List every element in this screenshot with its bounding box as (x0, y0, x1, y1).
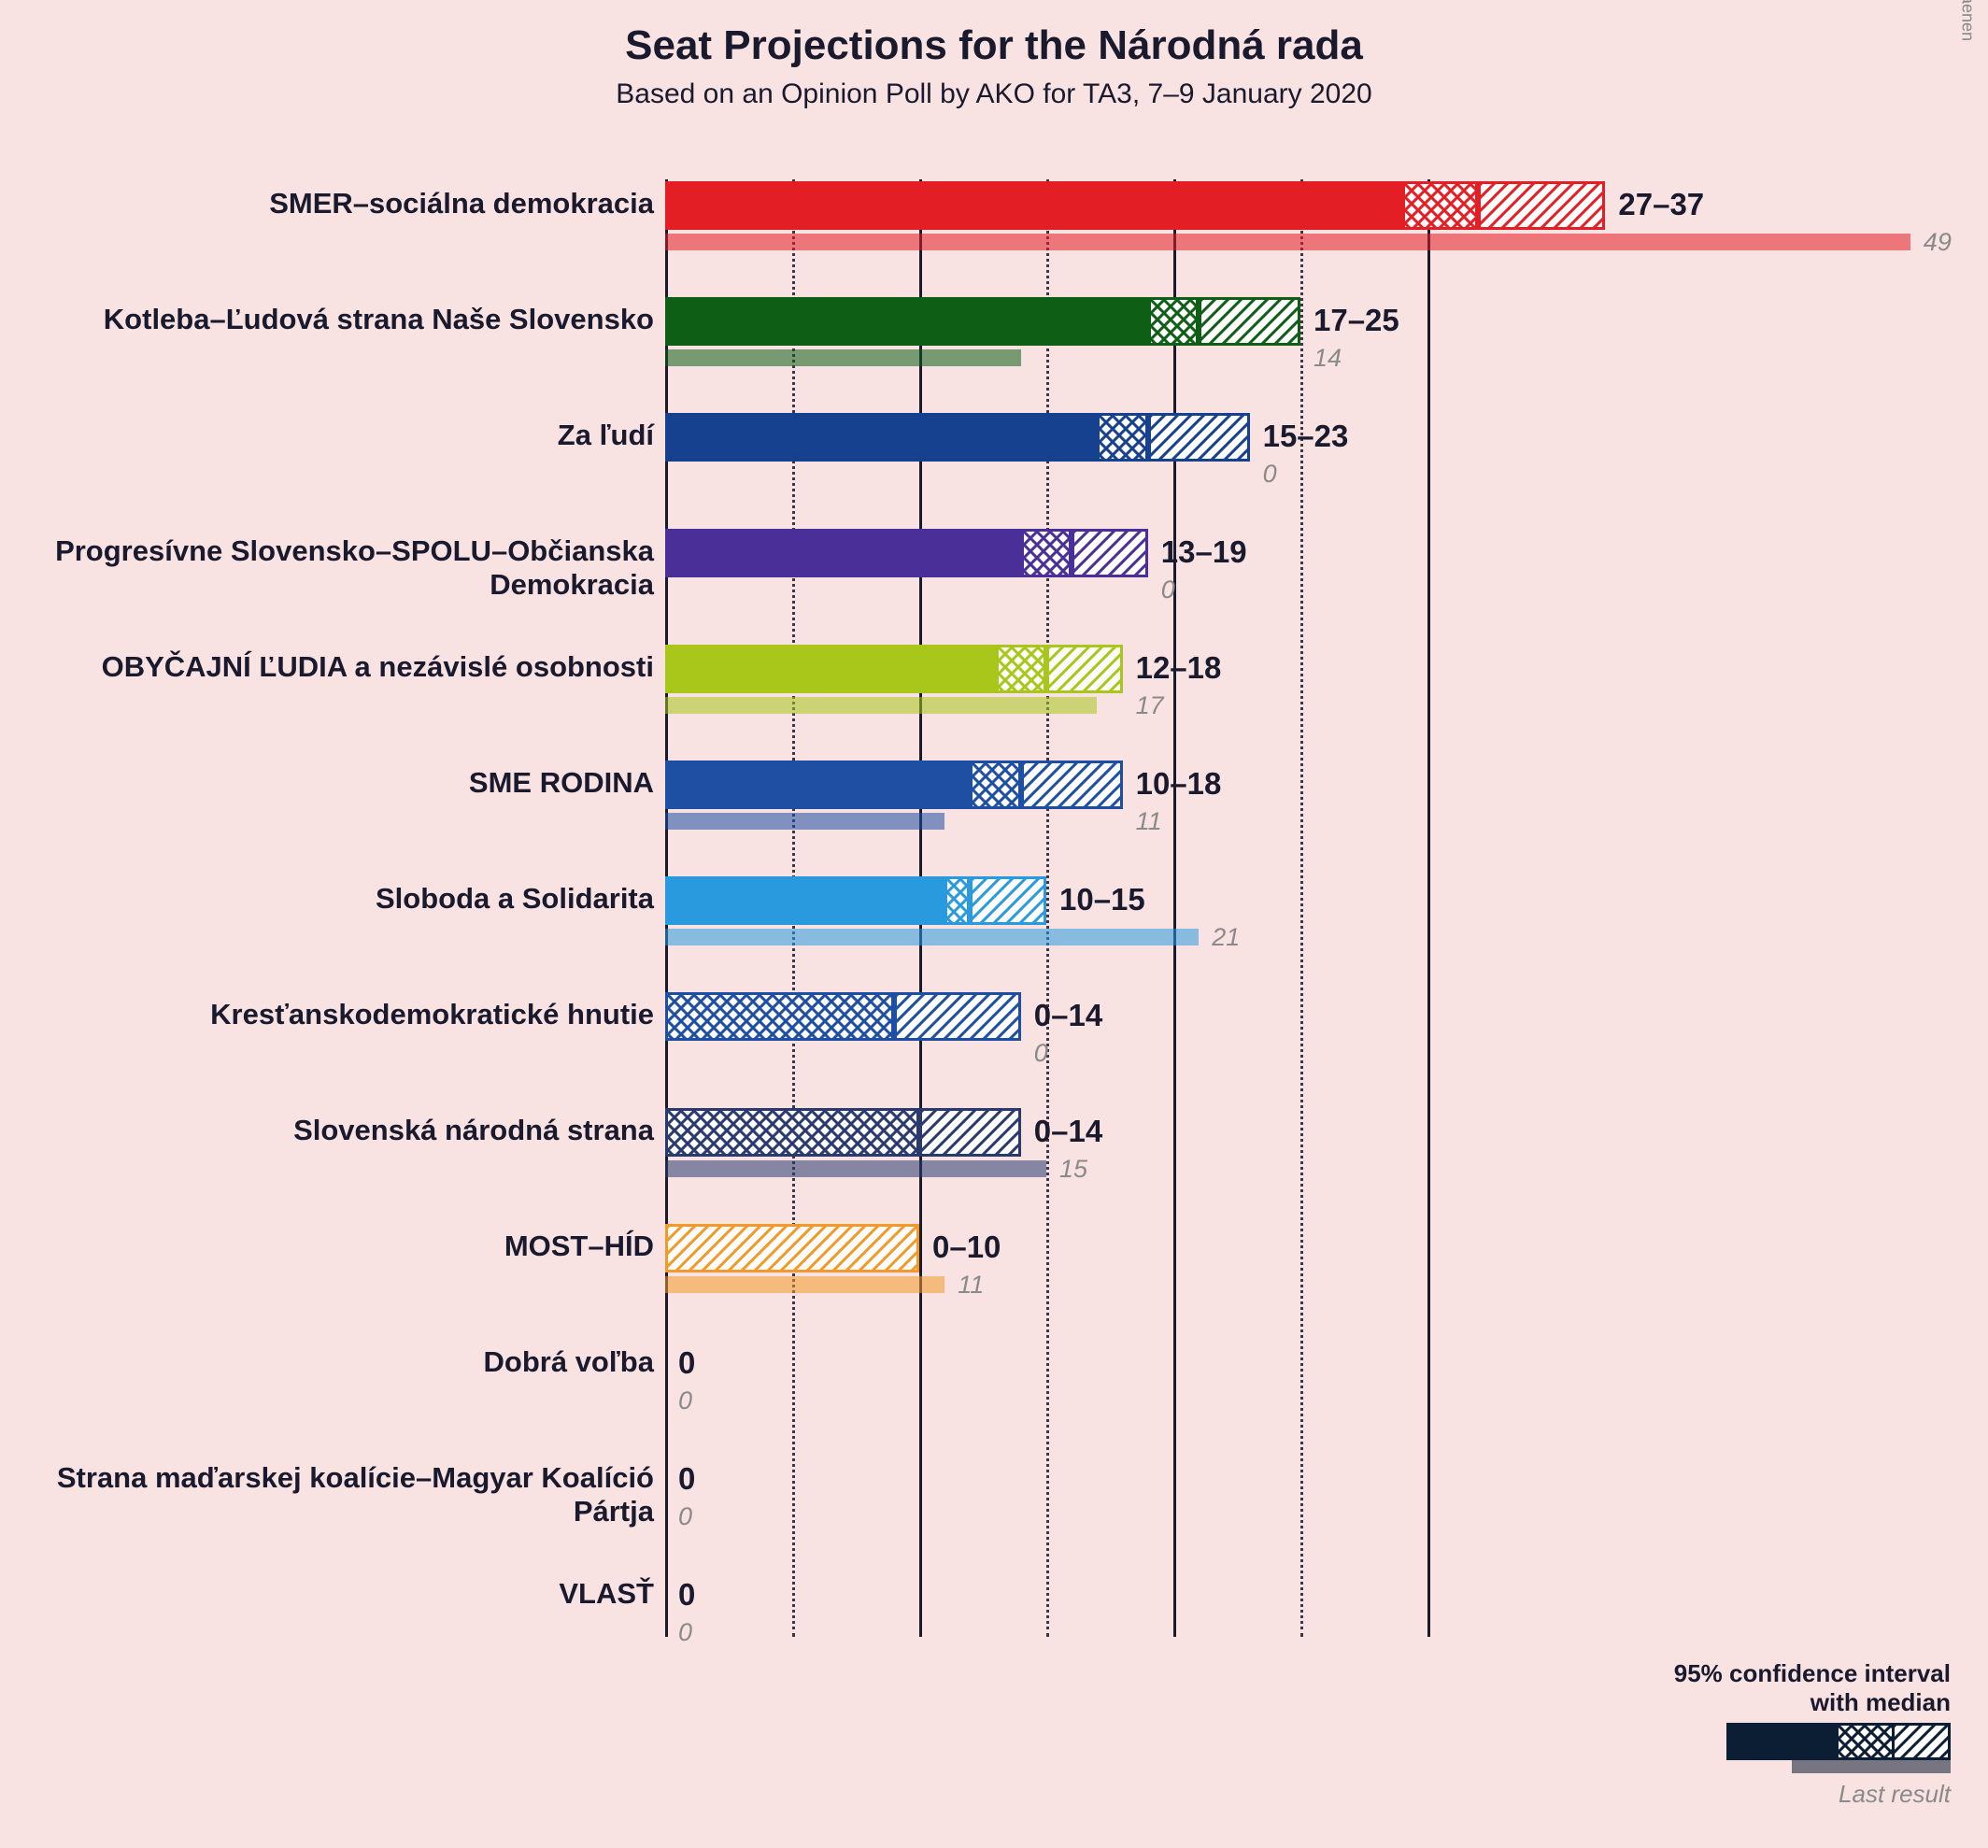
table-row: Za ľudí 15–23 0 (0, 400, 1988, 516)
last-result-label: 21 (1212, 923, 1240, 952)
bar-segment-solid (665, 529, 1021, 577)
range-label: 10–18 (1136, 766, 1222, 802)
last-result-bar (665, 234, 1910, 250)
party-label: Sloboda a Solidarita (0, 882, 654, 916)
seat-projection-chart: SMER–sociálna demokracia 27–37 49 Kotleba–Ľ… (0, 168, 1988, 1674)
range-label: 10–15 (1059, 882, 1145, 917)
last-result-label: 0 (1161, 576, 1175, 604)
last-result-label: 0 (678, 1502, 692, 1531)
last-result-label: 11 (1136, 807, 1162, 836)
bar-segment-cross (665, 1108, 919, 1157)
last-result-label: 17 (1136, 691, 1164, 720)
copyright-text: © 2020 Filip van Laenen (1957, 0, 1977, 41)
legend-last-bar (1792, 1760, 1951, 1773)
range-label: 0–10 (932, 1230, 1001, 1265)
bar-segment-cross (970, 761, 1020, 809)
chart-subtitle: Based on an Opinion Poll by AKO for TA3,… (0, 78, 1988, 110)
table-row: Strana maďarskej koalície–Magyar Koalíci… (0, 1443, 1988, 1558)
party-label: Kotleba–Ľudová strana Naše Slovensko (0, 303, 654, 336)
table-row: SMER–sociálna demokracia 27–37 49 (0, 168, 1988, 284)
table-row: Dobrá voľba 0 0 (0, 1327, 1988, 1443)
party-label: MOST–HÍD (0, 1230, 654, 1263)
last-result-label: 49 (1924, 228, 1952, 257)
legend-sample-bar (1726, 1723, 1951, 1760)
bar-segment-cross (996, 645, 1046, 693)
bar-segment-solid (665, 413, 1097, 462)
bar-segment-hatch (1072, 529, 1148, 577)
party-label: VLASŤ (0, 1577, 654, 1611)
range-label: 0 (678, 1461, 695, 1497)
party-label: SME RODINA (0, 766, 654, 800)
bar-segment-solid (665, 297, 1148, 346)
last-result-bar (665, 1160, 1046, 1177)
table-row: Kotleba–Ľudová strana Naše Slovensko 17–2… (0, 284, 1988, 400)
bar-segment-hatch (1046, 645, 1123, 693)
bar-segment-cross (1402, 181, 1479, 230)
party-label: Strana maďarskej koalície–Magyar Koalíci… (0, 1461, 654, 1528)
bar-segment-solid (665, 876, 944, 925)
last-result-label: 0 (1034, 1039, 1048, 1068)
bar-segment-solid (665, 181, 1402, 230)
range-label: 12–18 (1136, 650, 1222, 686)
bar-segment-hatch (1021, 761, 1123, 809)
party-label: Kresťanskodemokratické hnutie (0, 998, 654, 1031)
bar-segment-hatch (894, 992, 1021, 1041)
party-label: Dobrá voľba (0, 1345, 654, 1379)
legend-line2: with median (1674, 1688, 1951, 1717)
party-label: Slovenská národná strana (0, 1114, 654, 1147)
bar-segment-cross (1021, 529, 1072, 577)
table-row: Progresívne Slovensko–SPOLU–Občianska De… (0, 516, 1988, 632)
last-result-label: 0 (678, 1386, 692, 1415)
table-row: Slovenská národná strana 0–14 15 (0, 1095, 1988, 1211)
last-result-bar (665, 929, 1199, 945)
party-label: Za ľudí (0, 419, 654, 452)
table-row: Kresťanskodemokratické hnutie 0–14 0 (0, 979, 1988, 1095)
last-result-label: 11 (958, 1271, 984, 1300)
party-label: OBYČAJNÍ ĽUDIA a nezávislé osobnosti (0, 650, 654, 684)
chart-title: Seat Projections for the Národná rada (0, 22, 1988, 69)
bar-segment-cross (665, 992, 894, 1041)
last-result-label: 15 (1059, 1155, 1087, 1184)
table-row: VLASŤ 0 0 (0, 1558, 1988, 1674)
range-label: 13–19 (1161, 534, 1247, 570)
last-result-label: 0 (678, 1618, 692, 1647)
party-label: SMER–sociálna demokracia (0, 187, 654, 220)
last-result-bar (665, 1276, 944, 1293)
table-row: Sloboda a Solidarita 10–15 21 (0, 863, 1988, 979)
range-label: 0–14 (1034, 998, 1102, 1033)
last-result-bar (665, 349, 1021, 366)
last-result-bar (665, 697, 1097, 714)
range-label: 27–37 (1618, 187, 1704, 222)
range-label: 17–25 (1314, 303, 1399, 338)
legend-last-label: Last result (1674, 1780, 1951, 1809)
bar-segment-hatch (970, 876, 1046, 925)
bar-segment-hatch (665, 1224, 919, 1272)
range-label: 0 (678, 1345, 695, 1381)
bar-segment-hatch (1478, 181, 1605, 230)
legend: 95% confidence interval with median Last… (1674, 1659, 1951, 1809)
bar-segment-solid (665, 761, 970, 809)
last-result-label: 0 (1263, 460, 1277, 489)
last-result-label: 14 (1314, 344, 1342, 373)
table-row: SME RODINA 10–18 11 (0, 747, 1988, 863)
bar-segment-cross (1148, 297, 1199, 346)
range-label: 15–23 (1263, 419, 1349, 454)
last-result-bar (665, 813, 944, 830)
bar-segment-hatch (1199, 297, 1300, 346)
bar-segment-hatch (1148, 413, 1250, 462)
table-row: OBYČAJNÍ ĽUDIA a nezávislé osobnosti 12–1… (0, 632, 1988, 747)
bar-segment-cross (1097, 413, 1147, 462)
bar-segment-solid (665, 645, 996, 693)
table-row: MOST–HÍD 0–10 11 (0, 1211, 1988, 1327)
range-label: 0 (678, 1577, 695, 1613)
party-label: Progresívne Slovensko–SPOLU–Občianska De… (0, 534, 654, 602)
range-label: 0–14 (1034, 1114, 1102, 1149)
bar-segment-cross (944, 876, 970, 925)
bar-segment-hatch (919, 1108, 1021, 1157)
legend-line1: 95% confidence interval (1674, 1659, 1951, 1688)
